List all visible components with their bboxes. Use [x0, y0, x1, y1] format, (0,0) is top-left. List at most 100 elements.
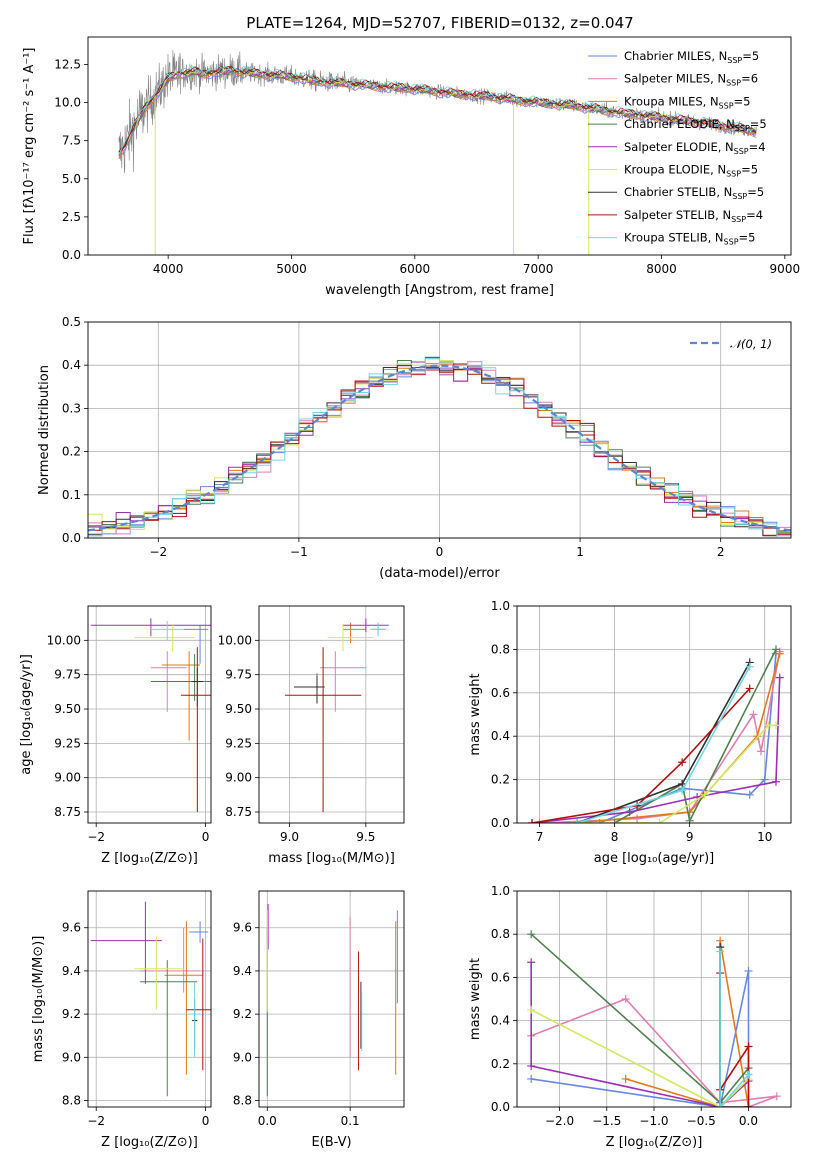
- weight-marker: [771, 777, 780, 786]
- mass_vs_Z-xtick-label: −2: [87, 1114, 105, 1128]
- weight_vs_Z-ytick-label: 0.4: [491, 1014, 510, 1028]
- age_vs_mass-xtick-label: 9.0: [280, 830, 299, 844]
- weight-marker: [527, 930, 536, 939]
- weight-marker: [573, 819, 582, 823]
- spectrum-model-line: [118, 70, 757, 158]
- weight-marker: [771, 645, 780, 654]
- weight_vs_age-ylabel: mass weight: [468, 673, 483, 755]
- mass_vs_ebv-xtick-label: 0.0: [258, 1114, 277, 1128]
- weight-marker: [528, 819, 537, 823]
- age_vs_Z-xtick-label: −2: [87, 830, 105, 844]
- legend-entry: Chabrier MILES, NSSP=5: [624, 49, 759, 65]
- errorbar-point: [294, 676, 325, 704]
- weight_vs_age-ytick-label: 1.0: [491, 599, 510, 613]
- residuals-xtick-label: −1: [290, 545, 308, 559]
- weight_vs_age-xtick-label: 9: [686, 830, 694, 844]
- weight_vs_Z-frame: [516, 890, 792, 1108]
- weight-marker: [685, 808, 694, 817]
- weight-marker: [764, 721, 773, 730]
- weight-marker: [678, 758, 687, 767]
- weight-marker: [749, 710, 758, 719]
- errorbar-point: [134, 623, 195, 652]
- weight_vs_age-ytick-label: 0.8: [491, 642, 510, 656]
- residual-histogram-step: [88, 358, 791, 537]
- weight_vs_age-ytick-label: 0.0: [491, 816, 510, 830]
- weight-marker: [685, 816, 694, 823]
- errorbar-point: [183, 625, 209, 664]
- age_vs_Z-ytick-label: 9.25: [54, 736, 81, 750]
- mass_vs_Z-ytick-label: 8.8: [62, 1094, 81, 1108]
- mass_vs_Z-ylabel: mass [log₁₀(M/M⊙)]: [31, 936, 46, 1063]
- weight_vs_age-xtick-label: 10: [757, 830, 772, 844]
- weight-marker: [527, 958, 536, 967]
- age_vs_mass-ytick-label: 9.00: [225, 771, 252, 785]
- weight-marker: [633, 814, 642, 823]
- residuals-xtick-label: 0: [436, 545, 444, 559]
- weight_vs_Z-ytick-label: 0.6: [491, 970, 510, 984]
- errorbar-point: [164, 921, 203, 1075]
- weight-marker: [700, 790, 709, 799]
- residuals-xtick-label: 2: [717, 545, 725, 559]
- age_vs_Z-xlabel: Z [log₁₀(Z/Z⊙)]: [101, 851, 198, 866]
- age_vs_mass-ytick-label: 9.25: [225, 736, 252, 750]
- residual-histogram-step: [88, 363, 791, 535]
- errorbar-point: [161, 651, 201, 741]
- weight-marker: [527, 1074, 536, 1083]
- age_vs_Z-ytick-label: 8.75: [54, 805, 81, 819]
- mass_vs_Z-plot-area: [90, 901, 211, 1097]
- weight-marker: [744, 1070, 753, 1079]
- weight_vs_Z-xtick-label: −2.0: [545, 1114, 574, 1128]
- errorbar-point: [90, 618, 211, 637]
- weight-marker: [625, 808, 634, 817]
- residuals-ytick-label: 0.2: [62, 445, 81, 459]
- weight-series-line: [719, 951, 750, 1107]
- errorbar-point: [189, 921, 209, 943]
- age_vs_Z-ytick-label: 9.75: [54, 668, 81, 682]
- mass_vs_Z-ytick-label: 9.0: [62, 1050, 81, 1064]
- spectrum-xtick-label: 6000: [400, 262, 431, 276]
- spectrum-xlabel: wavelength [Angstrom, rest frame]: [325, 283, 554, 298]
- residuals-ytick-label: 0.1: [62, 488, 81, 502]
- spectrum-frame: [87, 36, 792, 256]
- weight-marker: [716, 1103, 725, 1107]
- weight-marker: [772, 1092, 781, 1101]
- residuals-xtick-label: −2: [149, 545, 167, 559]
- legend-entry: Kroupa STELIB, NSSP=5: [624, 231, 755, 247]
- weight-marker: [753, 732, 762, 741]
- weight-marker: [771, 721, 780, 730]
- weight_vs_Z-xtick-label: −0.5: [687, 1114, 716, 1128]
- age_vs_Z-ytick-label: 10.00: [47, 633, 81, 647]
- legend-entry: Chabrier STELIB, NSSP=5: [624, 185, 764, 201]
- weight-marker: [745, 662, 754, 671]
- residuals-xtick-label: 1: [576, 545, 584, 559]
- weight_vs_age-ytick-label: 0.4: [491, 729, 510, 743]
- age_vs_mass-xlabel: mass [log₁₀(M/M⊙)]: [268, 851, 395, 866]
- mass_vs_Z-ytick-label: 9.6: [62, 921, 81, 935]
- errorbar-point: [327, 623, 374, 652]
- mass_vs_Z-xlabel: Z [log₁₀(Z/Z⊙)]: [101, 1135, 198, 1150]
- residual-legend: 𝒩(0, 1): [690, 337, 772, 351]
- age_vs_mass-ytick-label: 8.75: [225, 805, 252, 819]
- weight-marker: [744, 1042, 753, 1051]
- residuals-ylabel: Normed distribution: [37, 365, 52, 495]
- spectrum-xtick-label: 4000: [153, 262, 184, 276]
- figure-title: PLATE=1264, MJD=52707, FIBERID=0132, z=0…: [246, 14, 633, 32]
- residuals-xlabel: (data-model)/error: [379, 566, 500, 581]
- weight_vs_Z-xtick-label: −1.5: [592, 1114, 621, 1128]
- legend-entry: Salpeter STELIB, NSSP=4: [624, 208, 763, 224]
- weight-series-line: [531, 970, 750, 1107]
- legend-entry: Kroupa MILES, NSSP=5: [624, 94, 750, 110]
- weight_vs_Z-ytick-label: 0.8: [491, 927, 510, 941]
- errorbar-point: [284, 647, 362, 813]
- weight-marker: [756, 747, 765, 756]
- weight_vs_Z-xtick-label: −1.0: [639, 1114, 668, 1128]
- weight_vs_age-plot-area: [528, 645, 784, 823]
- weight_vs_age-xtick-label: 8: [611, 830, 619, 844]
- weight-marker: [775, 649, 784, 658]
- errorbar-point: [370, 622, 386, 637]
- mass_vs_ebv-ytick-label: 9.2: [233, 1007, 252, 1021]
- weight_vs_age-xlabel: age [log₁₀(age/yr)]: [594, 851, 715, 866]
- weight_vs_age-xtick-label: 7: [536, 830, 544, 844]
